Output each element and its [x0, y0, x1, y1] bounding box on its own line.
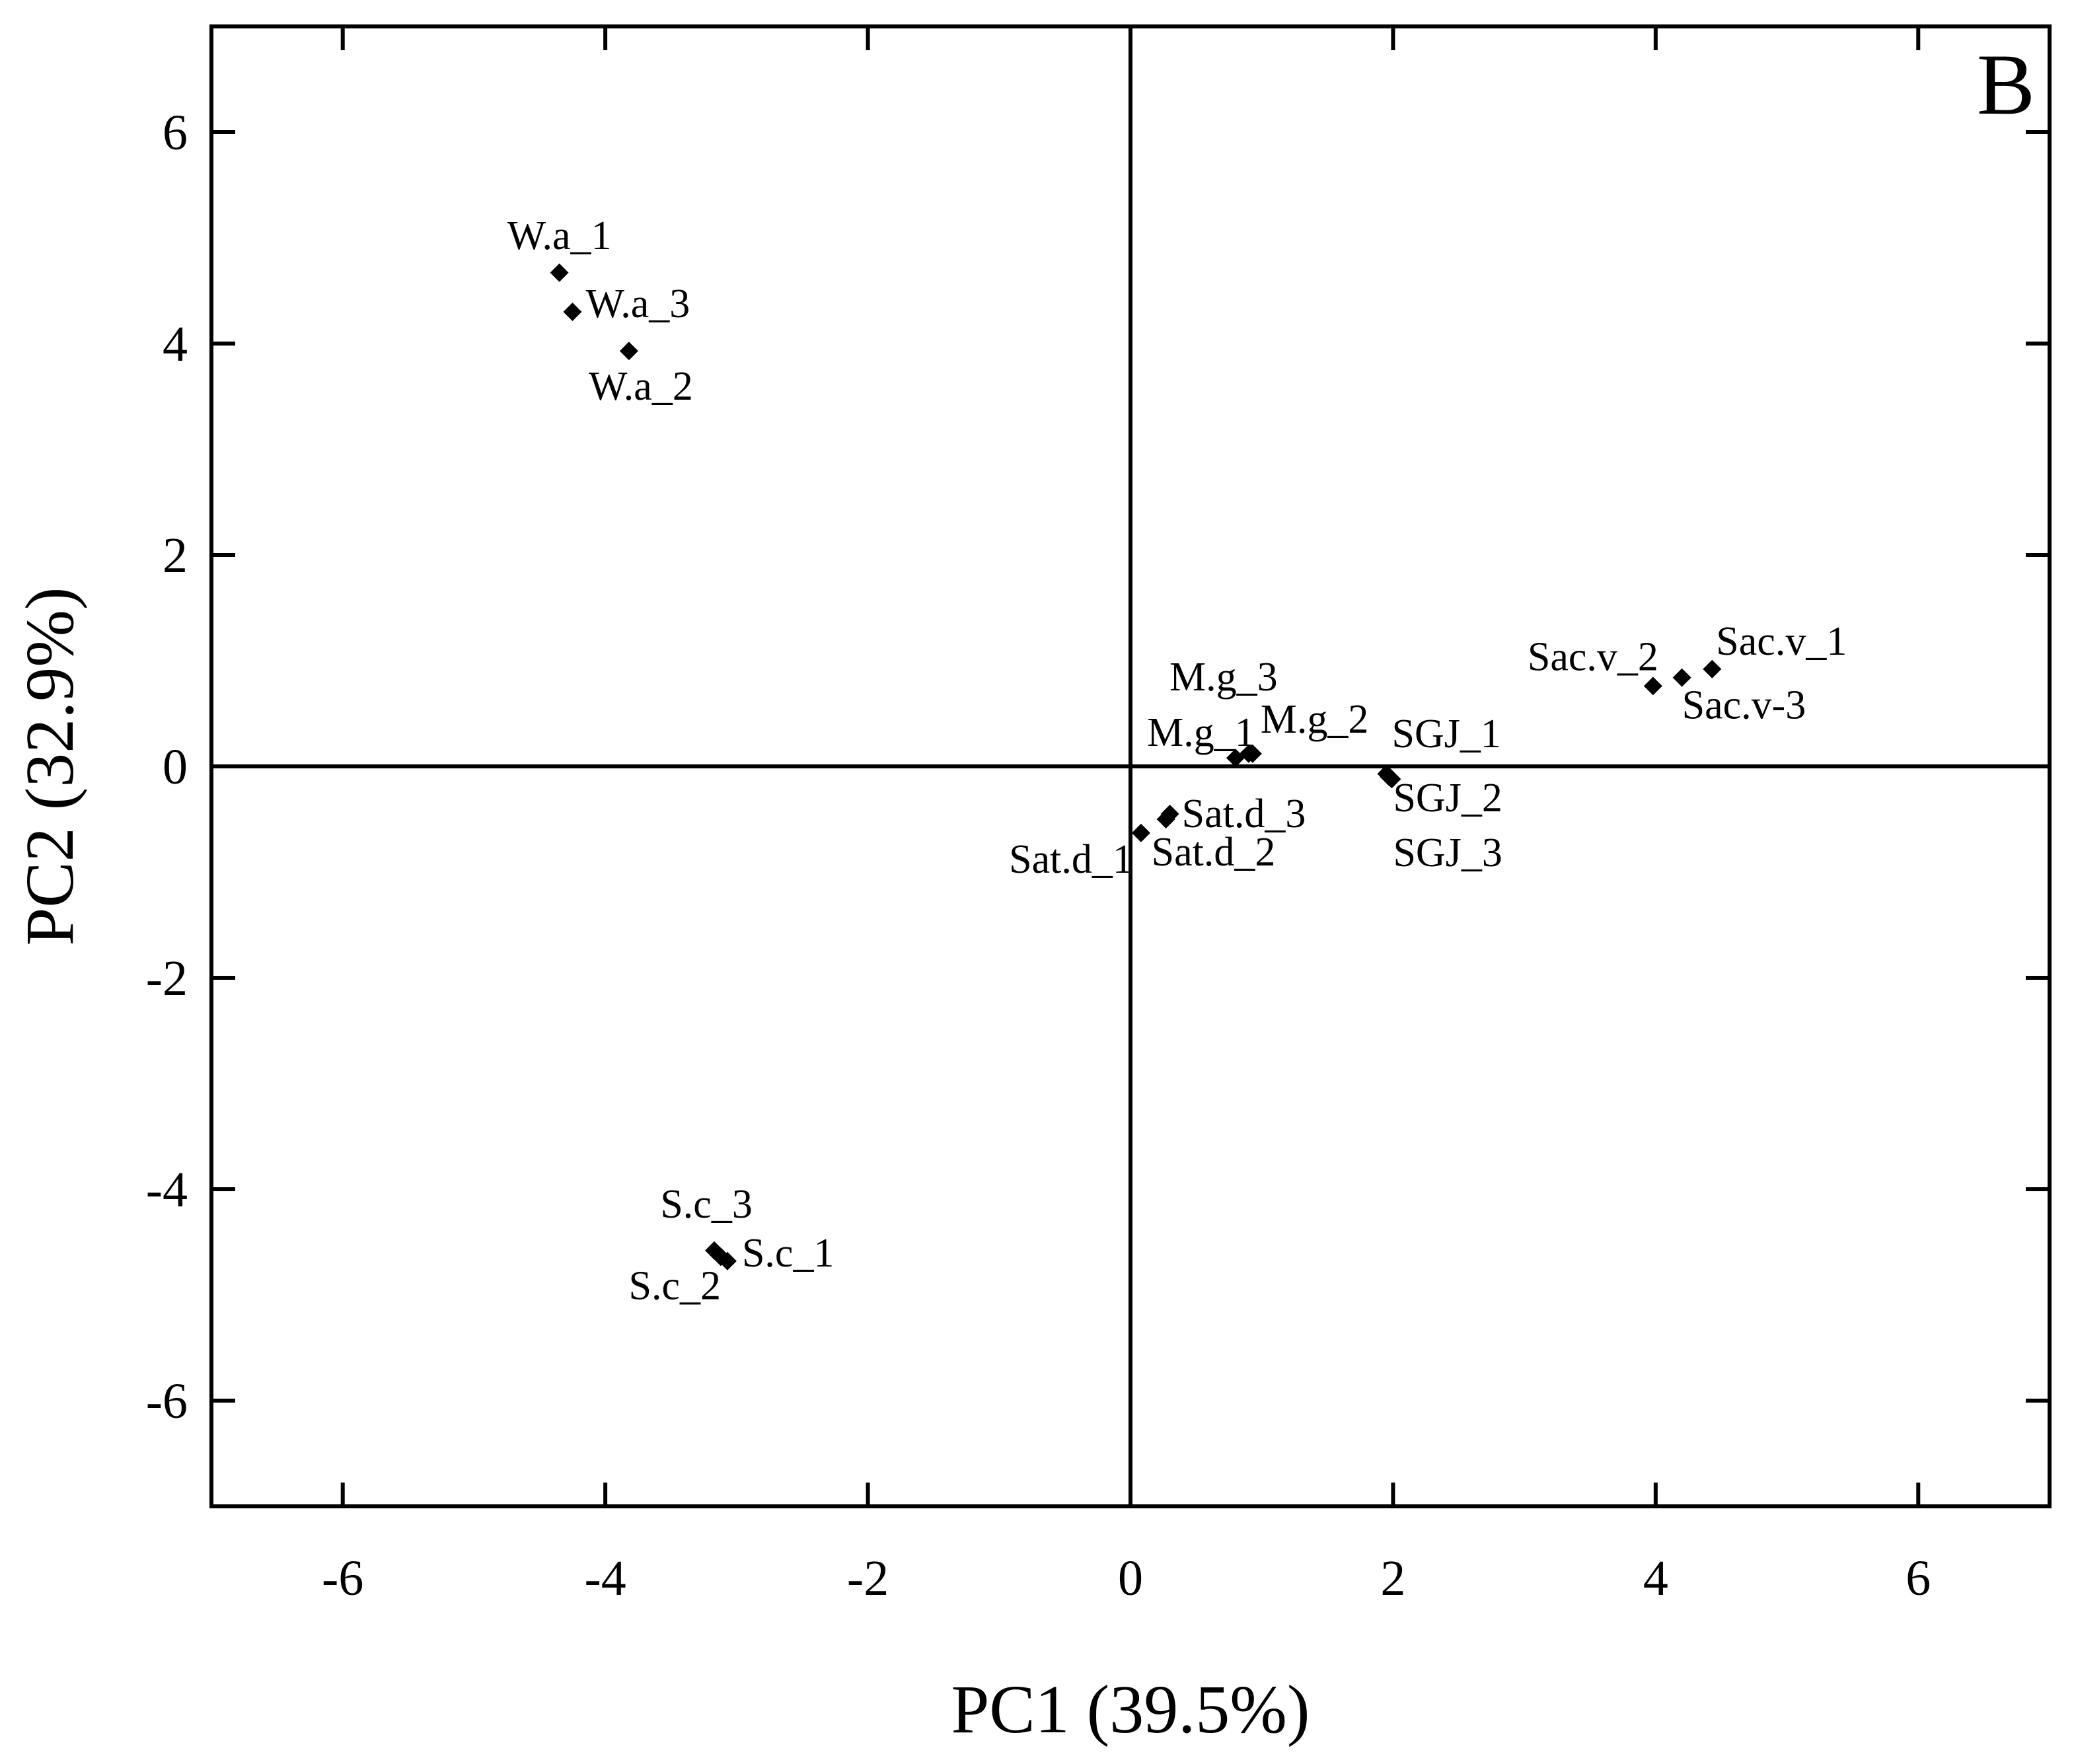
- point-label: W.a_3: [585, 281, 690, 326]
- point-label: S.c_3: [660, 1182, 753, 1227]
- data-point-w-a-2: [619, 342, 638, 361]
- data-point-w-a-3: [563, 303, 582, 321]
- data-point-s-c-2: [712, 1247, 731, 1267]
- point-label: S.c_1: [742, 1231, 834, 1276]
- data-point-m-g-1: [1226, 749, 1245, 768]
- y-tick-label: 0: [163, 739, 188, 795]
- point-label: M.g_3: [1169, 655, 1278, 700]
- x-axis-ticks: -6 -4 -2 0 2 4 6: [322, 26, 1931, 1606]
- panel-label: B: [1977, 36, 2035, 133]
- point-label: W.a_1: [507, 213, 612, 258]
- point-label: SGJ_2: [1393, 776, 1502, 821]
- point-label: Sat.d_3: [1182, 791, 1306, 836]
- x-tick-label: 4: [1643, 1551, 1668, 1606]
- x-tick-label: -2: [847, 1551, 889, 1606]
- point-label: Sac.v_1: [1716, 619, 1847, 664]
- data-point-sac-v-1: [1703, 659, 1722, 679]
- point-label: M.g_2: [1261, 697, 1369, 742]
- point-label: Sac.v-3: [1682, 683, 1806, 728]
- y-tick-label: 4: [163, 316, 188, 372]
- data-point-sat-d-3: [1160, 805, 1179, 823]
- data-point-sac-v-3: [1672, 668, 1691, 687]
- point-label: SGJ_1: [1391, 712, 1500, 756]
- data-point-sac-v-2: [1643, 677, 1662, 696]
- point-label: SGJ_3: [1393, 830, 1502, 875]
- x-tick-label: 0: [1118, 1551, 1143, 1606]
- x-tick-label: -6: [322, 1551, 363, 1606]
- point-label: Sat.d_1: [1009, 837, 1133, 882]
- x-tick-label: 6: [1906, 1551, 1931, 1606]
- point-label: S.c_2: [629, 1263, 722, 1308]
- x-axis-title: PC1 (39.5%): [951, 1672, 1310, 1747]
- point-label: Sat.d_2: [1152, 830, 1276, 875]
- point-label: Sac.v_2: [1528, 634, 1658, 679]
- data-point-sat-d-1: [1131, 823, 1150, 842]
- data-point-m-g-2: [1243, 744, 1262, 763]
- y-tick-label: -4: [146, 1162, 188, 1218]
- data-point-w-a-1: [550, 263, 569, 282]
- x-tick-label: -4: [584, 1551, 626, 1606]
- point-labels: W.a_1 W.a_3 W.a_2 M.g_3 M.g_1 M.g_2 Sat.d_1 Sat…: [507, 213, 1847, 1309]
- data-point-sgj-3: [1382, 770, 1401, 789]
- y-tick-label: -2: [146, 951, 188, 1006]
- data-points: [550, 263, 1722, 1270]
- x-tick-label: 2: [1380, 1551, 1405, 1606]
- point-label: W.a_2: [589, 364, 693, 409]
- y-axis-title: PC2 (32.9%): [12, 587, 88, 945]
- y-tick-label: -6: [146, 1374, 188, 1429]
- y-tick-label: 6: [163, 105, 188, 161]
- y-tick-label: 2: [163, 528, 188, 583]
- y-axis-ticks: -6 -4 -2 0 2 4 6: [146, 105, 2050, 1429]
- point-label: M.g_1: [1147, 710, 1255, 755]
